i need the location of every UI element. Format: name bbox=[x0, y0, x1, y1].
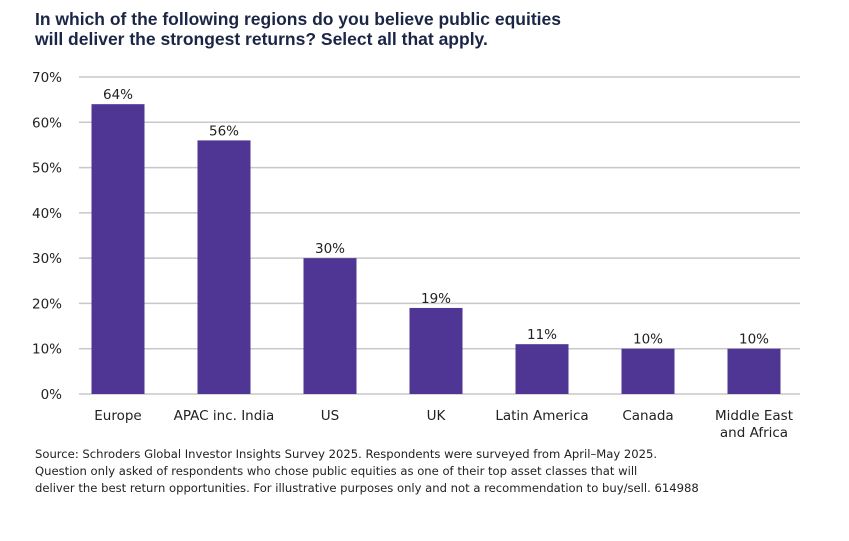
y-tick-label: 40% bbox=[32, 206, 62, 222]
data-label: 11% bbox=[527, 327, 557, 343]
data-label: 56% bbox=[209, 123, 239, 139]
y-tick-label: 30% bbox=[32, 251, 62, 267]
y-tick-label: 10% bbox=[32, 342, 62, 358]
bar bbox=[727, 348, 781, 394]
category-label: and Africa bbox=[720, 425, 788, 441]
category-label: Canada bbox=[622, 408, 673, 424]
source-note: Source: Schroders Global Investor Insigh… bbox=[35, 446, 835, 497]
category-label: Europe bbox=[94, 408, 141, 424]
category-label: US bbox=[321, 408, 339, 424]
chart-title-line: In which of the following regions do you… bbox=[35, 9, 562, 29]
y-tick-label: 20% bbox=[32, 296, 62, 312]
data-label: 10% bbox=[739, 332, 769, 348]
data-label: 10% bbox=[633, 332, 663, 348]
data-labels: 64% 56% 30% 19% 11% 10% 10% bbox=[103, 87, 769, 348]
chart-title: In which of the following regions do you… bbox=[35, 9, 735, 49]
y-axis-tick-labels: 0% 10% 20% 30% 40% 50% 60% 70% bbox=[32, 70, 62, 403]
bar bbox=[515, 344, 569, 394]
category-label: APAC inc. India bbox=[174, 408, 275, 424]
category-label: UK bbox=[427, 408, 447, 424]
y-tick-label: 60% bbox=[32, 115, 62, 131]
data-label: 30% bbox=[315, 241, 345, 257]
bar bbox=[409, 307, 463, 394]
data-label: 19% bbox=[421, 291, 451, 307]
source-line: Question only asked of respondents who c… bbox=[35, 464, 638, 478]
data-label: 64% bbox=[103, 87, 133, 103]
y-tick-label: 50% bbox=[32, 161, 62, 177]
x-axis-category-labels: Europe APAC inc. India US UK Latin America Ca… bbox=[94, 408, 793, 441]
bars bbox=[91, 104, 781, 395]
bar bbox=[91, 104, 145, 395]
y-tick-label: 0% bbox=[41, 387, 63, 403]
source-line: Source: Schroders Global Investor Insigh… bbox=[35, 447, 658, 461]
category-label: Latin America bbox=[495, 408, 588, 424]
bar bbox=[303, 258, 357, 394]
bar bbox=[197, 140, 251, 394]
bar bbox=[621, 348, 675, 394]
source-line: deliver the best return opportunities. F… bbox=[35, 481, 699, 495]
y-tick-label: 70% bbox=[32, 70, 62, 86]
chart-title-line: will deliver the strongest returns? Sele… bbox=[35, 29, 488, 49]
category-label: Middle East bbox=[715, 408, 793, 424]
